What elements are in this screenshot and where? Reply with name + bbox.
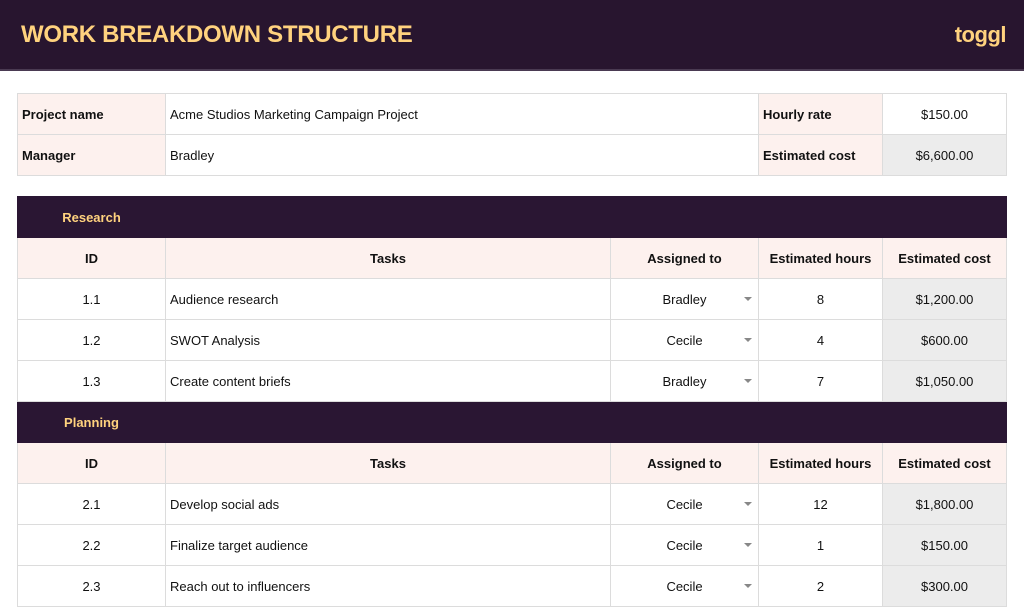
assigned-dropdown[interactable]: Bradley (610, 360, 759, 402)
column-header: Estimated cost (882, 237, 1007, 279)
assigned-value: Cecile (666, 496, 703, 512)
task-name[interactable]: Audience research (165, 278, 611, 320)
task-name[interactable]: Create content briefs (165, 360, 611, 402)
assigned-dropdown[interactable]: Cecile (610, 524, 759, 566)
estimated-hours[interactable]: 1 (758, 524, 883, 566)
column-header: ID (17, 442, 166, 484)
app-header: WORK BREAKDOWN STRUCTURE toggl (0, 0, 1024, 71)
section-row: Research (17, 196, 1007, 238)
estimated-cost: $1,200.00 (882, 278, 1007, 320)
task-name[interactable]: Develop social ads (165, 483, 611, 525)
chevron-down-icon[interactable] (744, 584, 752, 588)
chevron-down-icon[interactable] (744, 502, 752, 506)
table-row: 2.3 Reach out to influencers Cecile 2 $3… (17, 565, 1007, 607)
column-header: Tasks (165, 442, 611, 484)
assigned-value: Bradley (662, 291, 707, 307)
table-row: 1.3 Create content briefs Bradley 7 $1,0… (17, 360, 1007, 402)
estimated-cost-label: Estimated cost (758, 134, 883, 176)
hourly-rate-label: Hourly rate (758, 93, 883, 135)
column-header: Assigned to (610, 442, 759, 484)
toggl-logo: toggl (954, 21, 1007, 47)
estimated-cost: $1,050.00 (882, 360, 1007, 402)
chevron-down-icon[interactable] (744, 297, 752, 301)
wbs-table: Research ID Tasks Assigned to Estimated hour… (17, 196, 1007, 607)
estimated-hours[interactable]: 12 (758, 483, 883, 525)
table-row: 1.1 Audience research Bradley 8 $1,200.0… (17, 278, 1007, 320)
table-row: 1.2 SWOT Analysis Cecile 4 $600.00 (17, 319, 1007, 361)
estimated-hours[interactable]: 4 (758, 319, 883, 361)
assigned-value: Cecile (666, 537, 703, 553)
column-header-row: ID Tasks Assigned to Estimated hours Estimat… (17, 237, 1007, 279)
estimated-hours[interactable]: 7 (758, 360, 883, 402)
chevron-down-icon[interactable] (744, 543, 752, 547)
table-row: 2.2 Finalize target audience Cecile 1 $1… (17, 524, 1007, 566)
estimated-cost: $300.00 (882, 565, 1007, 607)
section-title: Planning (17, 401, 166, 443)
section-title: Research (17, 196, 166, 238)
project-name-cell[interactable]: Acme Studios Marketing Campaign Project (165, 93, 759, 135)
column-header: Estimated cost (882, 442, 1007, 484)
task-id: 2.2 (17, 524, 166, 566)
task-name[interactable]: Finalize target audience (165, 524, 611, 566)
task-id: 1.3 (17, 360, 166, 402)
estimated-cost-total: $6,600.00 (882, 134, 1007, 176)
manager-label: Manager (17, 134, 166, 176)
section-row: Planning (17, 401, 1007, 443)
chevron-down-icon[interactable] (744, 379, 752, 383)
column-header-row: ID Tasks Assigned to Estimated hours Estimat… (17, 442, 1007, 484)
task-name[interactable]: SWOT Analysis (165, 319, 611, 361)
project-name-label: Project name (17, 93, 166, 135)
column-header: Estimated hours (758, 237, 883, 279)
estimated-cost: $1,800.00 (882, 483, 1007, 525)
assigned-value: Cecile (666, 332, 703, 348)
project-info-table: Project name Acme Studios Marketing Camp… (17, 93, 1007, 176)
estimated-cost: $600.00 (882, 319, 1007, 361)
assigned-dropdown[interactable]: Cecile (610, 319, 759, 361)
estimated-hours[interactable]: 2 (758, 565, 883, 607)
hourly-rate-cell[interactable]: $150.00 (882, 93, 1007, 135)
assigned-dropdown[interactable]: Cecile (610, 565, 759, 607)
column-header: Tasks (165, 237, 611, 279)
task-id: 1.2 (17, 319, 166, 361)
task-name[interactable]: Reach out to influencers (165, 565, 611, 607)
task-id: 2.1 (17, 483, 166, 525)
table-row: 2.1 Develop social ads Cecile 12 $1,800.… (17, 483, 1007, 525)
page-title: WORK BREAKDOWN STRUCTURE (21, 20, 413, 48)
assigned-value: Bradley (662, 373, 707, 389)
assigned-dropdown[interactable]: Bradley (610, 278, 759, 320)
task-id: 2.3 (17, 565, 166, 607)
manager-cell[interactable]: Bradley (165, 134, 759, 176)
estimated-hours[interactable]: 8 (758, 278, 883, 320)
column-header: Assigned to (610, 237, 759, 279)
column-header: Estimated hours (758, 442, 883, 484)
assigned-dropdown[interactable]: Cecile (610, 483, 759, 525)
column-header: ID (17, 237, 166, 279)
estimated-cost: $150.00 (882, 524, 1007, 566)
assigned-value: Cecile (666, 578, 703, 594)
chevron-down-icon[interactable] (744, 338, 752, 342)
task-id: 1.1 (17, 278, 166, 320)
